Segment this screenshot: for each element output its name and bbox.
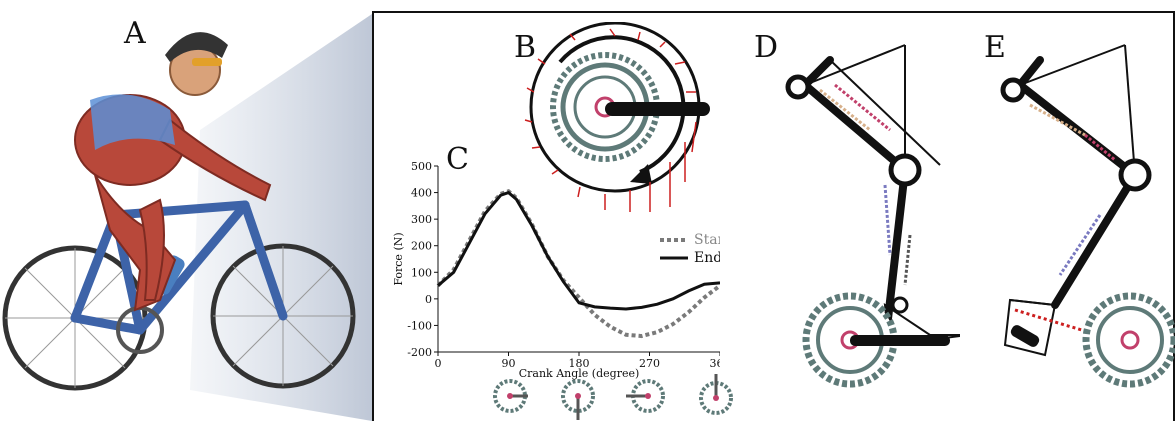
crank-position-icon [493, 379, 528, 413]
y-tick-label: -200 [407, 346, 432, 359]
cyclist-illustration [2, 14, 372, 421]
x-tick-label: 360 [710, 357, 721, 370]
crank-position-icons [493, 374, 733, 420]
y-tick-label: 100 [411, 266, 432, 279]
panel-label-b: B [514, 30, 537, 65]
series-line-end [437, 190, 720, 311]
main-frame [372, 11, 1175, 421]
panel-label-e: E [984, 30, 1006, 65]
y-tick-label: 300 [411, 213, 432, 226]
y-axis-label: Force (N) [392, 232, 405, 285]
y-tick-label: -100 [407, 319, 432, 332]
crank-position-icon [626, 379, 665, 413]
chainring-force-diagram [524, 22, 710, 212]
x-tick-label: 180 [569, 357, 590, 370]
panel-label-d: D [754, 30, 779, 65]
y-tick-label: 0 [425, 293, 432, 306]
x-tick-label: 0 [435, 357, 442, 370]
panel-label-c: C [446, 142, 469, 177]
x-tick-label: 90 [502, 357, 516, 370]
leg-mechanism-diagram [785, 44, 960, 388]
y-tick-label: 500 [411, 160, 432, 173]
y-tick-label: 400 [411, 187, 432, 200]
legend-label-end: End [694, 250, 720, 266]
crank-position-icon [699, 374, 733, 415]
crank-position-icon [561, 379, 595, 420]
y-tick-label: 200 [411, 240, 432, 253]
legend-label-start: Start [694, 232, 720, 248]
leg-mechanism-diagram [1000, 44, 1175, 388]
panel-label-a: A [124, 16, 146, 51]
x-tick-label: 270 [639, 357, 660, 370]
x-axis-label: Crank Angle (degree) [519, 367, 640, 380]
series-line-start [436, 188, 720, 339]
force-chart: -200 -100 0 100 200 300 400 500 0 90 180 270 360 Cran… [392, 160, 721, 380]
